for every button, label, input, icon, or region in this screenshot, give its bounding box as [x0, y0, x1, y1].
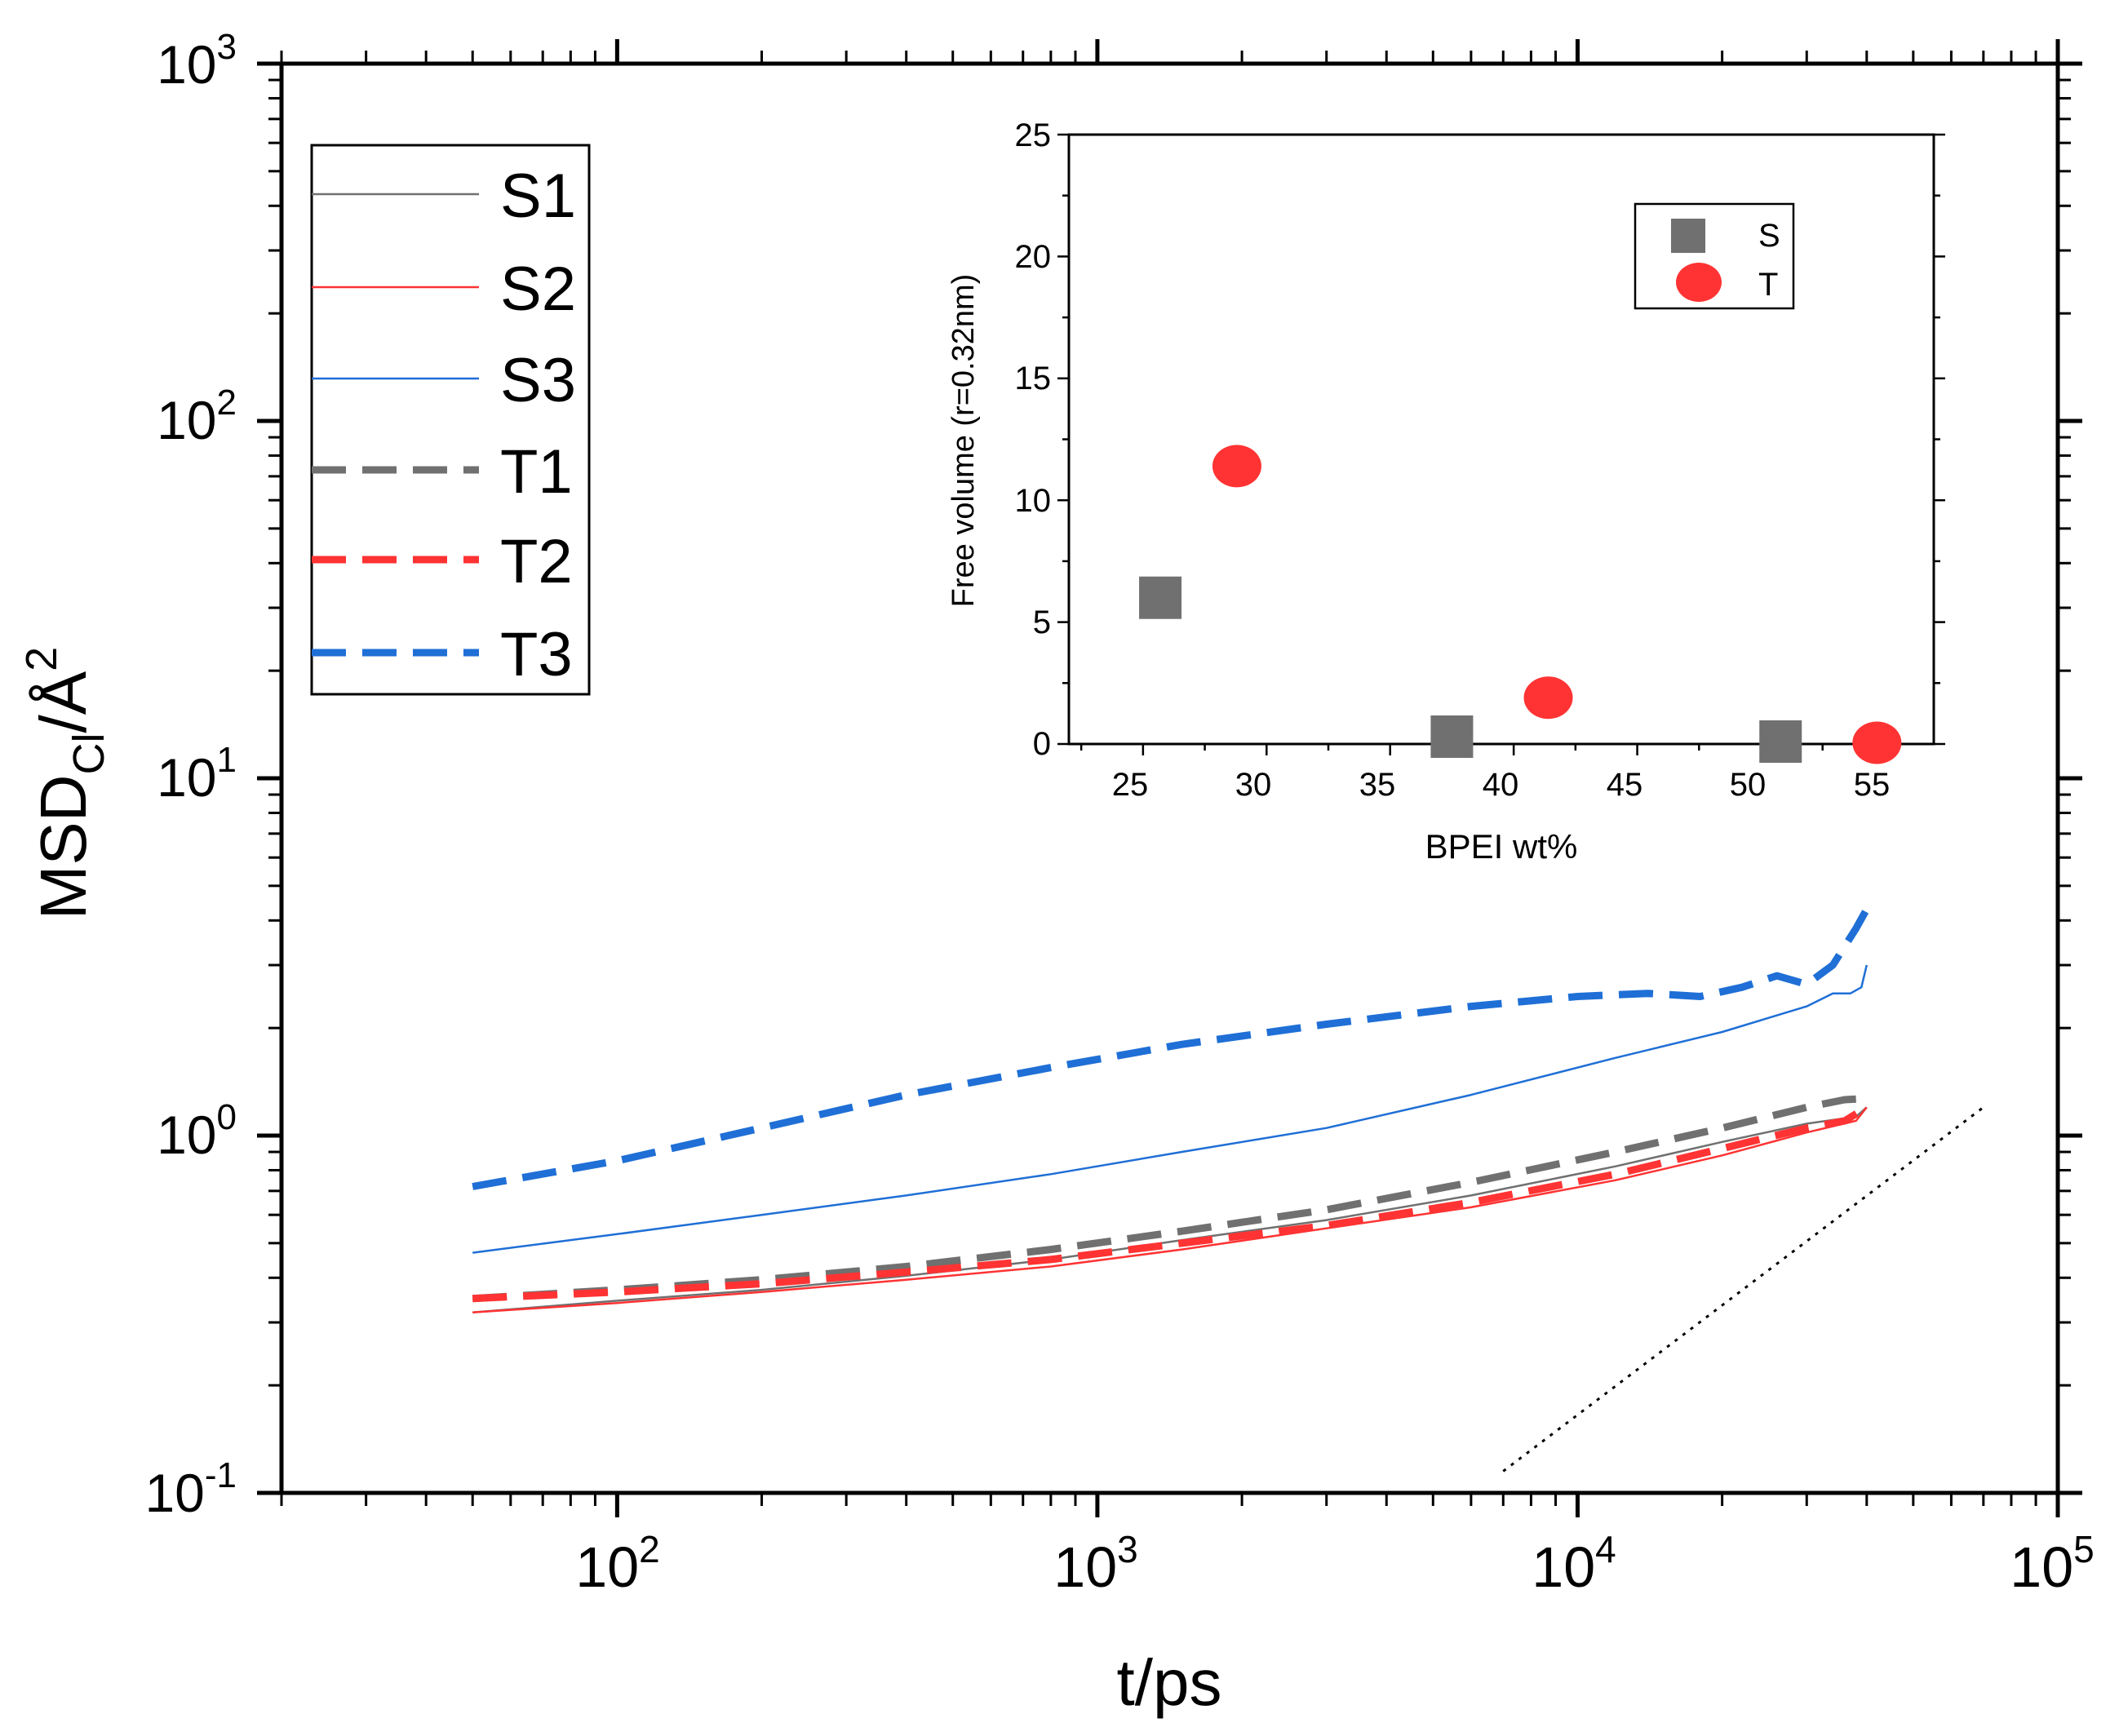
legend-label-t3: T3 [500, 620, 573, 689]
inset-point-t [1212, 445, 1261, 488]
inset-y-tick-label-5: 5 [1033, 604, 1051, 640]
y-tick-label-1000: 103 [157, 27, 237, 95]
inset-x-tick-label-35: 35 [1359, 767, 1396, 803]
inset-x-tick-label-55: 55 [1854, 767, 1891, 803]
y-tick-label-1: 100 [157, 1097, 237, 1165]
inset-legend-label-t: T [1758, 267, 1778, 303]
x-tick-label-100: 102 [575, 1528, 659, 1599]
inset-point-t [1523, 676, 1573, 720]
series-s2-line [472, 1106, 1868, 1313]
inset-point-s [1430, 715, 1474, 759]
inset-y-axis-title: Free volume (r=0.32nm) [946, 274, 981, 608]
legend-box [310, 144, 591, 696]
inset-axis-ticks [1057, 133, 1945, 755]
x-tick-label-10000: 104 [1532, 1528, 1616, 1599]
series-s3-line [472, 964, 1869, 1254]
legend-label-s1: S1 [500, 162, 576, 231]
inset-y-tick-label-10: 10 [1015, 483, 1052, 519]
inset-legend-marker-t [1676, 263, 1722, 302]
inset-x-tick-label-45: 45 [1607, 767, 1643, 803]
y-axis-title: MSDCl/Å2 [17, 647, 113, 919]
inset-x-tick-label-25: 25 [1112, 767, 1149, 803]
inset-y-tick-label-25: 25 [1015, 117, 1052, 153]
inset-legend-label-s: S [1758, 218, 1780, 254]
inset-x-axis-title: BPEI wt% [1425, 827, 1578, 866]
inset-x-tick-label-50: 50 [1730, 767, 1767, 803]
inset-plot-frame [1067, 133, 1935, 746]
legend-label-t2: T2 [500, 527, 573, 596]
y-tick-label-100: 102 [157, 383, 237, 450]
y-tick-label-10: 101 [157, 740, 237, 808]
legend-label-s2: S2 [500, 255, 576, 324]
inset-point-s [1759, 720, 1802, 764]
inset-x-tick-label-30: 30 [1235, 767, 1272, 803]
inset-x-tick-label-40: 40 [1483, 767, 1519, 803]
inset-y-tick-label-20: 20 [1015, 239, 1052, 275]
y-tick-label-0.1: 10-1 [144, 1455, 237, 1523]
legend-label-t1: T1 [500, 437, 573, 507]
inset-y-tick-label-15: 15 [1015, 361, 1052, 396]
main-axis-ticks [257, 39, 2082, 1517]
x-tick-label-1000: 103 [1053, 1528, 1137, 1599]
inset-point-s [1139, 576, 1182, 619]
x-axis-title: t/ps [1117, 1646, 1222, 1719]
main-plot: 102 103 104 105 10-1 100 101 102 103 t/p… [17, 27, 2095, 1719]
inset-legend: S T [1634, 202, 1795, 310]
inset-points-group [1139, 445, 1902, 764]
legend-label-s3: S3 [500, 346, 576, 415]
inset-plot: 25 30 35 40 45 50 55 0 5 10 15 20 25 BPE… [946, 117, 1945, 866]
inset-legend-marker-s [1671, 219, 1705, 253]
x-tick-label-100000: 105 [2010, 1528, 2094, 1599]
series-t2-line [472, 1104, 1869, 1303]
series-t3-line [472, 907, 1870, 1190]
inset-point-t [1852, 721, 1902, 764]
series-s1-line [472, 1106, 1868, 1313]
inset-y-tick-label-0: 0 [1033, 726, 1051, 762]
main-legend: S1 S2 S3 T1 T2 T3 [310, 144, 591, 696]
reference-slope-line [1502, 1106, 1984, 1472]
main-series-group [472, 907, 1984, 1472]
